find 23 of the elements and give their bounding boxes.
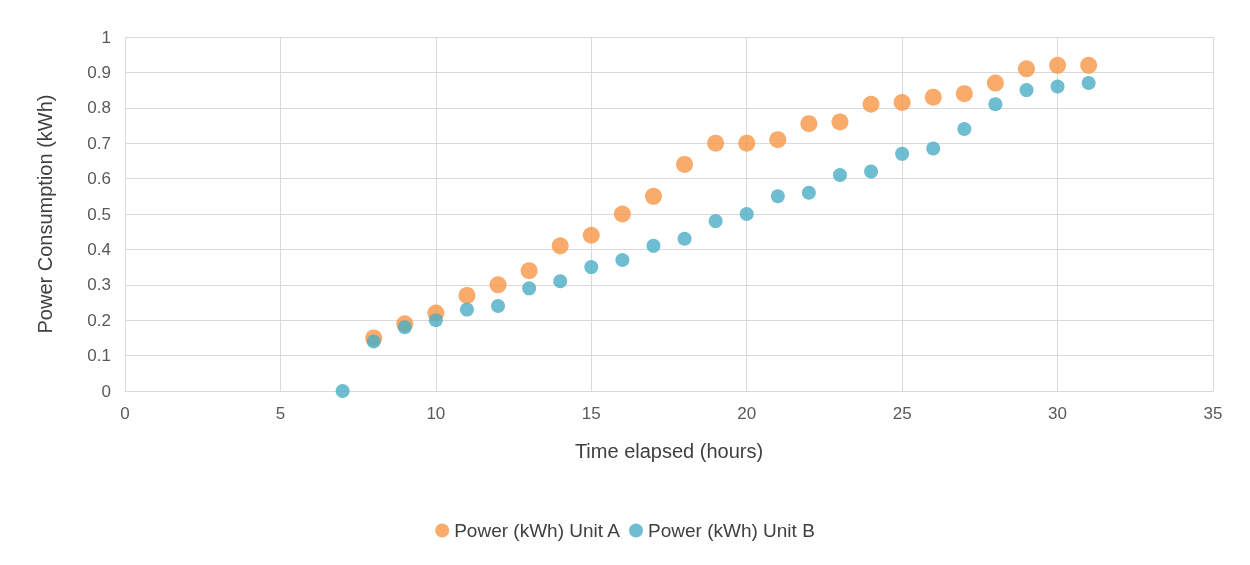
legend-label: Power (kWh) Unit A <box>454 520 621 541</box>
legend-label: Power (kWh) Unit B <box>648 520 815 541</box>
y-tick-label: 0.2 <box>87 310 111 330</box>
x-tick-label: 20 <box>737 404 757 423</box>
x-axis-title: Time elapsed (hours) <box>574 440 764 462</box>
y-tick-label: 0.3 <box>87 275 111 295</box>
y-tick-label: 0.7 <box>87 133 111 153</box>
y-tick-label: 0.1 <box>87 346 111 366</box>
y-axis-title: Power Consumption (kWh) <box>34 94 56 334</box>
y-tick-label: 0 <box>101 381 111 401</box>
x-tick-label: 0 <box>120 404 130 423</box>
x-tick-label: 5 <box>275 404 286 423</box>
y-tick-label: 1 <box>101 27 111 47</box>
y-tick-label: 0.8 <box>87 98 111 118</box>
y-tick-label: 0.5 <box>87 204 111 224</box>
y-tick-label: 0.4 <box>87 239 111 259</box>
y-tick-label: 0.6 <box>87 169 111 189</box>
x-tick-label: 30 <box>1048 404 1068 423</box>
x-tick-label: 15 <box>581 404 601 423</box>
y-tick-label: 0.9 <box>87 62 111 82</box>
x-tick-label: 25 <box>892 404 912 423</box>
x-tick-label: 35 <box>1203 404 1223 423</box>
x-tick-label: 10 <box>426 404 446 423</box>
